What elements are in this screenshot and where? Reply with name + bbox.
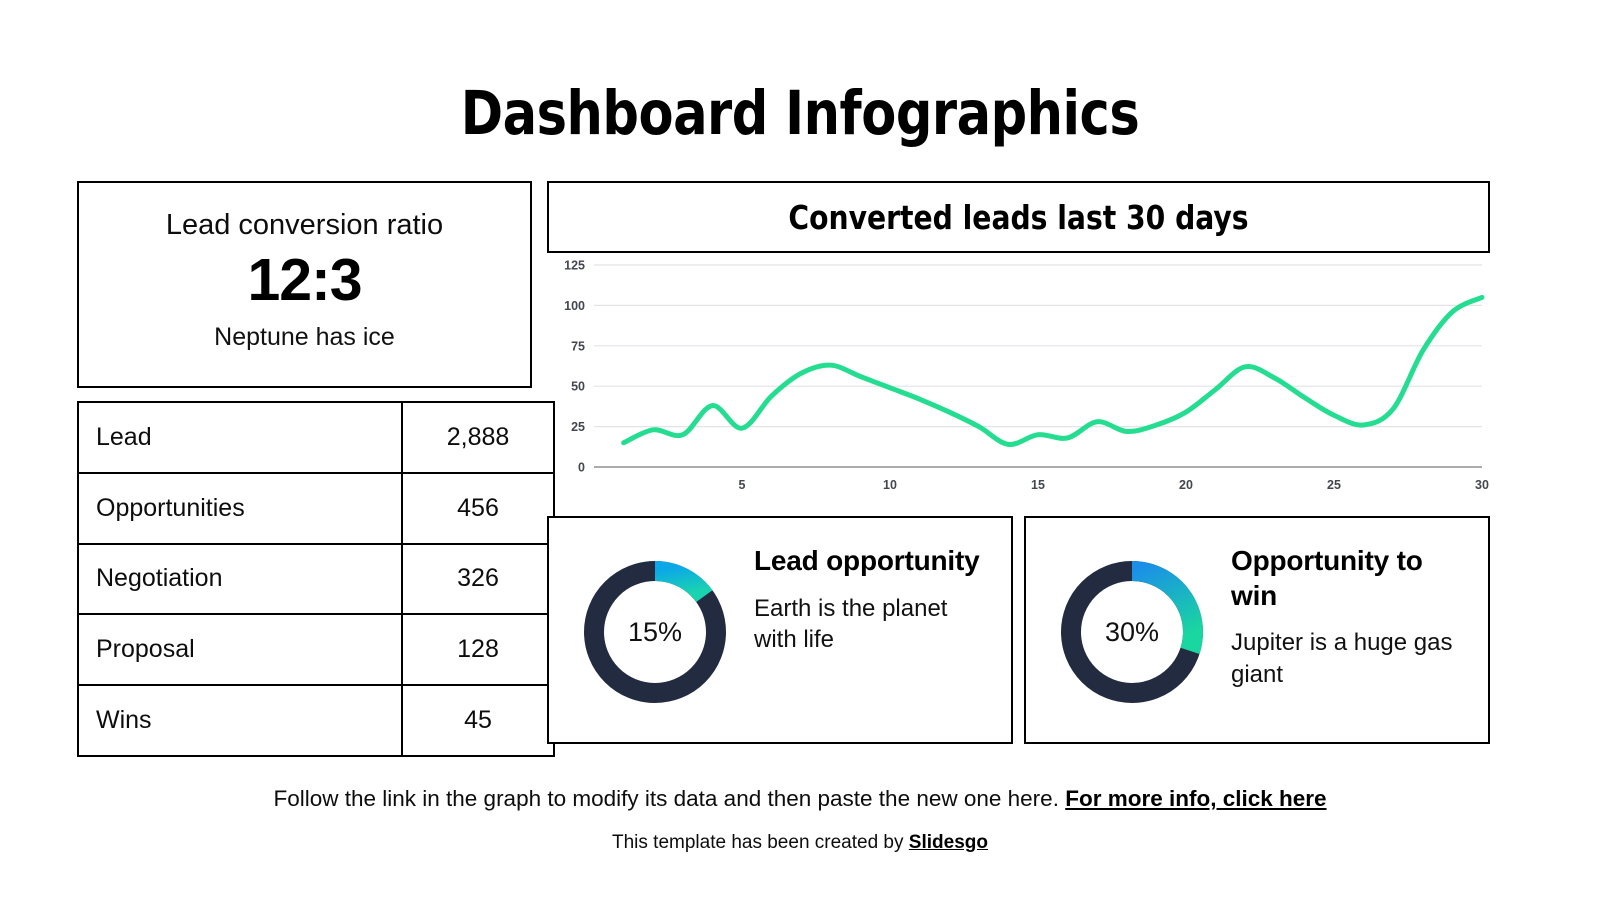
donut-value-arc (654, 561, 713, 603)
chart-title-card: Converted leads last 30 days (547, 181, 1490, 253)
table-row: Wins 45 (77, 684, 555, 757)
stats-table: Lead 2,888 Opportunities 456 Negotiation… (77, 401, 555, 757)
slidesgo-link[interactable]: Slidesgo (908, 832, 988, 853)
stat-label: Negotiation (77, 542, 403, 616)
table-row: Opportunities 456 (77, 471, 555, 545)
x-axis-tick-label: 10 (883, 478, 897, 492)
donut-heading: Opportunity to win (1231, 545, 1423, 611)
footer-credit: This template has been created by Slides… (0, 832, 1600, 854)
stat-label: Wins (77, 684, 403, 757)
donut-svg (584, 561, 726, 703)
donut-body-text: Earth is the planet with life (754, 594, 948, 653)
x-axis-tick-label: 5 (739, 478, 746, 492)
y-axis-tick-label: 25 (571, 420, 585, 434)
stat-value: 456 (401, 471, 555, 545)
stat-value: 45 (401, 684, 555, 757)
donut-body-text: Jupiter is a huge gas giant (1231, 629, 1453, 688)
donut-heading: Lead opportunity (754, 545, 980, 576)
table-row: Proposal 128 (77, 613, 555, 687)
y-axis-tick-label: 125 (564, 259, 585, 273)
y-axis-tick-label: 50 (571, 380, 585, 394)
y-axis-tick-label: 100 (564, 299, 585, 313)
ratio-card-value: 12:3 (247, 247, 362, 313)
more-info-link[interactable]: For more info, click here (1065, 786, 1327, 811)
x-axis-tick-label: 20 (1179, 478, 1193, 492)
lead-opportunity-card: 15% Lead opportunity Earth is the planet… (547, 516, 1013, 744)
stats-table-body: Lead 2,888 Opportunities 456 Negotiation… (77, 401, 555, 757)
line-series-converted-leads (621, 294, 1485, 447)
table-row: Lead 2,888 (77, 401, 555, 474)
x-axis-tick-label: 30 (1475, 478, 1489, 492)
stat-value: 128 (401, 613, 555, 687)
donut-svg (1061, 561, 1203, 703)
donut-chart-opportunity-to-win: 30% (1050, 550, 1214, 714)
chart-title: Converted leads last 30 days (788, 197, 1249, 237)
stat-label: Lead (77, 401, 403, 474)
y-axis-tick-label: 75 (571, 339, 585, 353)
ratio-card-title: Lead conversion ratio (165, 209, 444, 241)
line-chart-svg: 0 25 50 75 100 125 5 10 15 20 25 30 (564, 259, 1489, 493)
stat-label: Opportunities (77, 471, 403, 545)
table-row: Negotiation 326 (77, 542, 555, 616)
page-title: Dashboard Infographics (460, 78, 1140, 149)
opportunity-to-win-card: 30% Opportunity to win Jupiter is a huge… (1024, 516, 1490, 744)
x-axis-tick-label: 15 (1031, 478, 1045, 492)
footer-instruction-text: Follow the link in the graph to modify i… (273, 786, 1066, 811)
stat-label: Proposal (77, 613, 403, 687)
donut-percent-label: 15% (627, 616, 683, 647)
converted-leads-line-chart[interactable]: 0 25 50 75 100 125 5 10 15 20 25 30 (547, 255, 1490, 500)
donut-text-block: Opportunity to win Jupiter is a huge gas… (1231, 544, 1469, 690)
ratio-card-subtitle: Neptune has ice (214, 323, 395, 351)
donut-chart-lead-opportunity: 15% (573, 550, 737, 714)
footer-credit-text: This template has been created by (612, 832, 909, 853)
stat-value: 2,888 (401, 401, 555, 474)
lead-conversion-ratio-card: Lead conversion ratio 12:3 Neptune has i… (77, 181, 532, 388)
y-axis-tick-label: 0 (578, 461, 585, 475)
donut-percent-label: 30% (1104, 616, 1160, 647)
x-axis-tick-label: 25 (1327, 478, 1341, 492)
footer-instruction: Follow the link in the graph to modify i… (0, 786, 1600, 812)
stat-value: 326 (401, 542, 555, 616)
donut-value-arc (1131, 561, 1203, 654)
donut-text-block: Lead opportunity Earth is the planet wit… (754, 544, 992, 655)
